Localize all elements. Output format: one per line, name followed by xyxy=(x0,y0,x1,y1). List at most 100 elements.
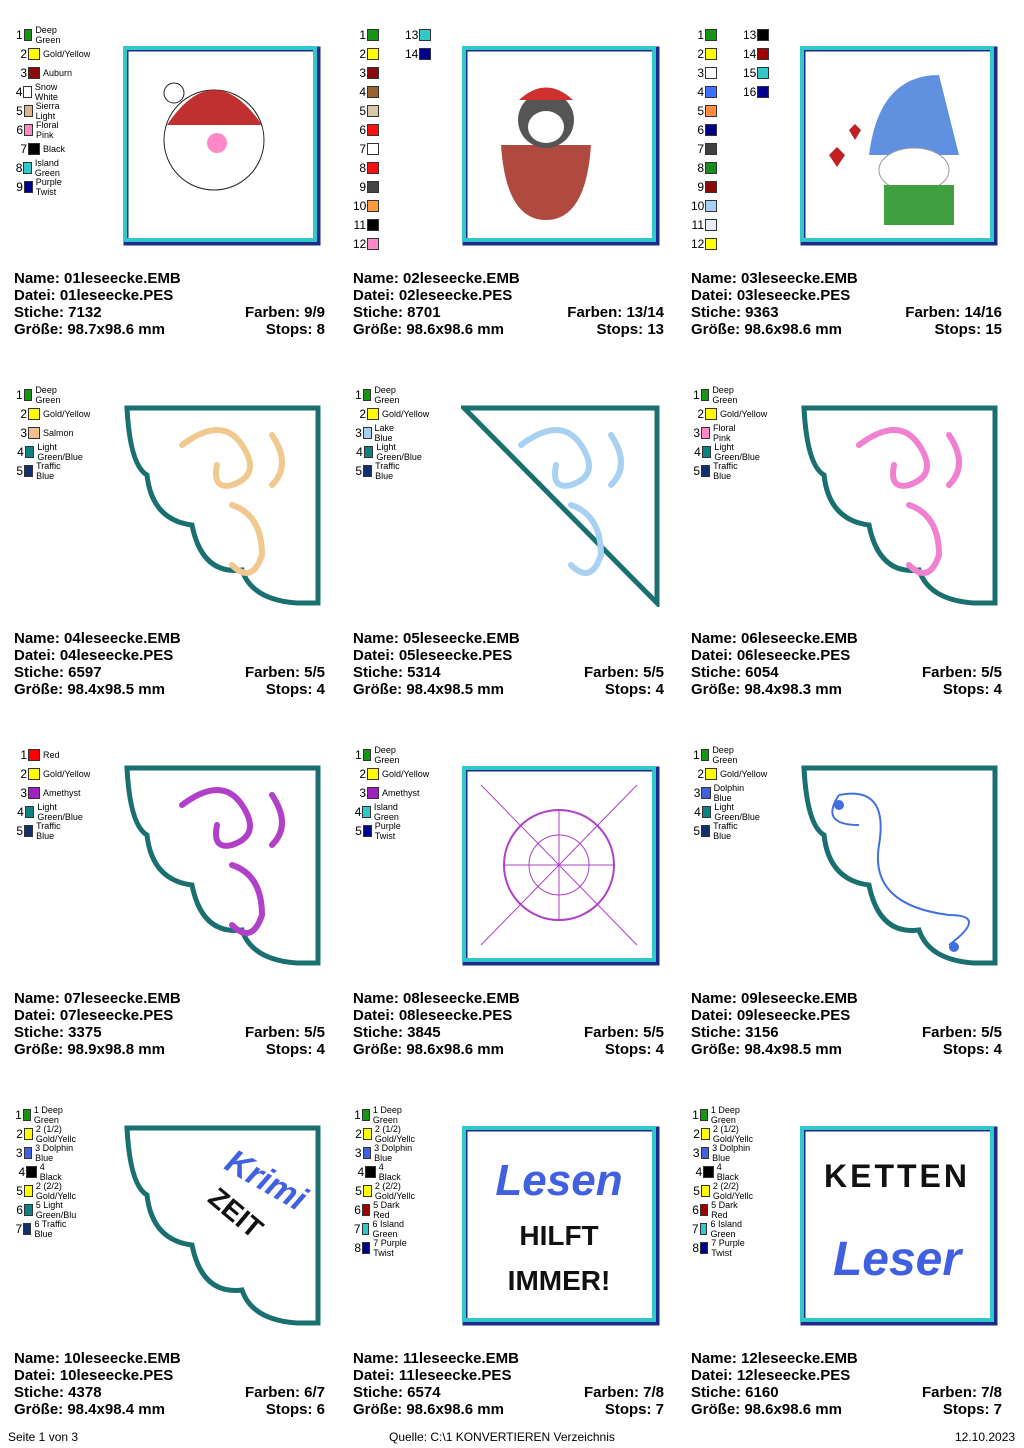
file-text: Datei: 12leseecke.PES xyxy=(691,1367,851,1384)
color-swatch xyxy=(28,767,40,780)
thread-number: 1 xyxy=(354,1107,361,1122)
thread-name: Traffic Blue xyxy=(375,460,400,481)
frame-outer xyxy=(462,1126,660,1326)
size-text: Größe: 98.4x98.3 mm xyxy=(691,681,842,698)
color-swatch xyxy=(23,1184,33,1197)
thread-color-item: 4 xyxy=(691,82,720,101)
thread-number: 11 xyxy=(691,217,704,232)
info-line: Stiche: 5314 Farben: 5/5 xyxy=(353,664,664,681)
info-line: Stiche: 6574 Farben: 7/8 xyxy=(353,1384,664,1401)
thread-name: Traffic Blue xyxy=(36,820,61,841)
thread-number: 1 xyxy=(20,747,27,762)
thread-name: Light Green/Blue xyxy=(376,441,422,462)
design-text-line: HILFT xyxy=(519,1220,598,1251)
color-swatch xyxy=(700,1241,709,1254)
info-line: Datei: 07leseecke.PES xyxy=(14,1007,325,1024)
thread-color-item: 2 Gold/Yellow xyxy=(14,404,90,423)
color-swatch xyxy=(24,464,34,477)
color-swatch xyxy=(28,786,40,799)
thread-name: 2 (2/2) Gold/Yellc xyxy=(374,1180,416,1201)
color-swatch xyxy=(367,142,379,155)
frame-corner xyxy=(801,765,998,966)
thread-name: Floral Pink xyxy=(712,422,736,443)
thread-color-item: 4 Light Green/Blue xyxy=(14,442,89,462)
thread-color-item: 6 5 Dark Red xyxy=(691,1200,739,1220)
thread-color-item: 12 xyxy=(691,234,720,253)
stitches-text: Stiche: 8701 xyxy=(353,304,441,321)
color-swatch xyxy=(705,218,717,231)
thread-number: 7 xyxy=(15,1221,23,1236)
thread-name: Amethyst xyxy=(382,787,420,798)
thread-number: 1 xyxy=(692,387,700,402)
stops-text: Stops: 7 xyxy=(942,1401,1002,1418)
thread-number: 6 xyxy=(16,122,24,137)
thread-number: 2 xyxy=(359,46,366,61)
thread-number: 1 xyxy=(15,387,23,402)
thread-name: 4 Black xyxy=(39,1161,62,1182)
thread-number: 14 xyxy=(743,46,757,61)
thread-number: 11 xyxy=(353,217,366,232)
name-text: Name: 10leseecke.EMB xyxy=(14,1350,181,1367)
color-swatch xyxy=(23,28,33,41)
thread-color-item: 2 Gold/Yellow xyxy=(691,404,767,423)
design-card: 1 1 Deep Green 2 2 (1/2) Gold/Yellc 3 3 Dolph… xyxy=(14,1105,332,1448)
name-text: Name: 01leseecke.EMB xyxy=(14,270,181,287)
thread-color-item: 3 Salmon xyxy=(14,423,73,442)
color-swatch xyxy=(362,388,372,401)
thread-color-item: 1 Deep Green xyxy=(353,745,407,765)
thread-color-item: 3 3 Dolphin Blue xyxy=(353,1143,413,1163)
file-text: Datei: 10leseecke.PES xyxy=(14,1367,174,1384)
thread-number: 8 xyxy=(697,160,704,175)
info-line: Größe: 98.7x98.6 mm Stops: 8 xyxy=(14,321,325,338)
colors_count-text: Farben: 5/5 xyxy=(921,1024,1002,1041)
info-line: Datei: 12leseecke.PES xyxy=(691,1367,1002,1384)
thread-name: 4 Black xyxy=(716,1161,739,1182)
thread-number: 4 xyxy=(697,84,704,99)
color-swatch xyxy=(367,407,379,420)
info-line: Datei: 05leseecke.PES xyxy=(353,647,664,664)
stops-text: Stops: 13 xyxy=(596,321,664,338)
colors_count-text: Farben: 7/8 xyxy=(583,1384,664,1401)
thread-color-item: 10 xyxy=(353,196,382,215)
color-swatch xyxy=(23,161,32,174)
thread-color-item: 5 2 (2/2) Gold/Yellc xyxy=(14,1181,83,1201)
color-swatch xyxy=(705,142,717,155)
color-swatch xyxy=(23,104,33,117)
thread-color-item: 4 4 Black xyxy=(691,1161,742,1182)
thread-number: 2 xyxy=(697,406,704,421)
color-swatch xyxy=(23,1146,33,1159)
name-text: Name: 08leseecke.EMB xyxy=(353,990,520,1007)
knot-motif xyxy=(831,792,970,946)
thread-number: 7 xyxy=(359,141,366,156)
thread-number: 1 xyxy=(354,387,362,402)
thread-number: 2 xyxy=(697,46,704,61)
thread-number: 4 xyxy=(354,804,362,819)
color-swatch xyxy=(700,1146,710,1159)
info-line: Name: 04leseecke.EMB xyxy=(14,630,325,647)
swirl-motif xyxy=(179,787,285,936)
thread-number: 14 xyxy=(405,46,419,61)
info-line: Größe: 98.6x98.6 mm Stops: 7 xyxy=(691,1401,1002,1418)
thread-color-item: 1 Deep Green xyxy=(14,25,68,45)
color-swatch xyxy=(705,104,717,117)
thread-color-item: 5 Purple Twist xyxy=(353,821,408,841)
thread-number: 10 xyxy=(353,198,367,213)
cup xyxy=(501,145,591,220)
thread-color-item: 16 xyxy=(743,82,772,101)
color-swatch xyxy=(28,47,40,60)
thread-name: 7 Purple Twist xyxy=(373,1237,407,1258)
color-swatch xyxy=(700,1184,710,1197)
thread-number: 6 xyxy=(359,122,366,137)
design-preview xyxy=(462,766,660,966)
design-card: 1 Deep Green 2 Gold/Yellow 3 Floral Pink 4 Ligh… xyxy=(691,385,1009,745)
size-text: Größe: 98.4x98.5 mm xyxy=(691,1041,842,1058)
stops-text: Stops: 4 xyxy=(604,1041,664,1058)
thread-color-item: 5 Traffic Blue xyxy=(14,461,68,481)
file-text: Datei: 03leseecke.PES xyxy=(691,287,851,304)
thread-number: 3 xyxy=(697,65,704,80)
frame-inner xyxy=(800,46,994,242)
info-line: Größe: 98.6x98.6 mm Stops: 7 xyxy=(353,1401,664,1418)
color-swatch xyxy=(23,180,33,193)
thread-color-item: 2 2 (1/2) Gold/Yellc xyxy=(353,1124,422,1144)
